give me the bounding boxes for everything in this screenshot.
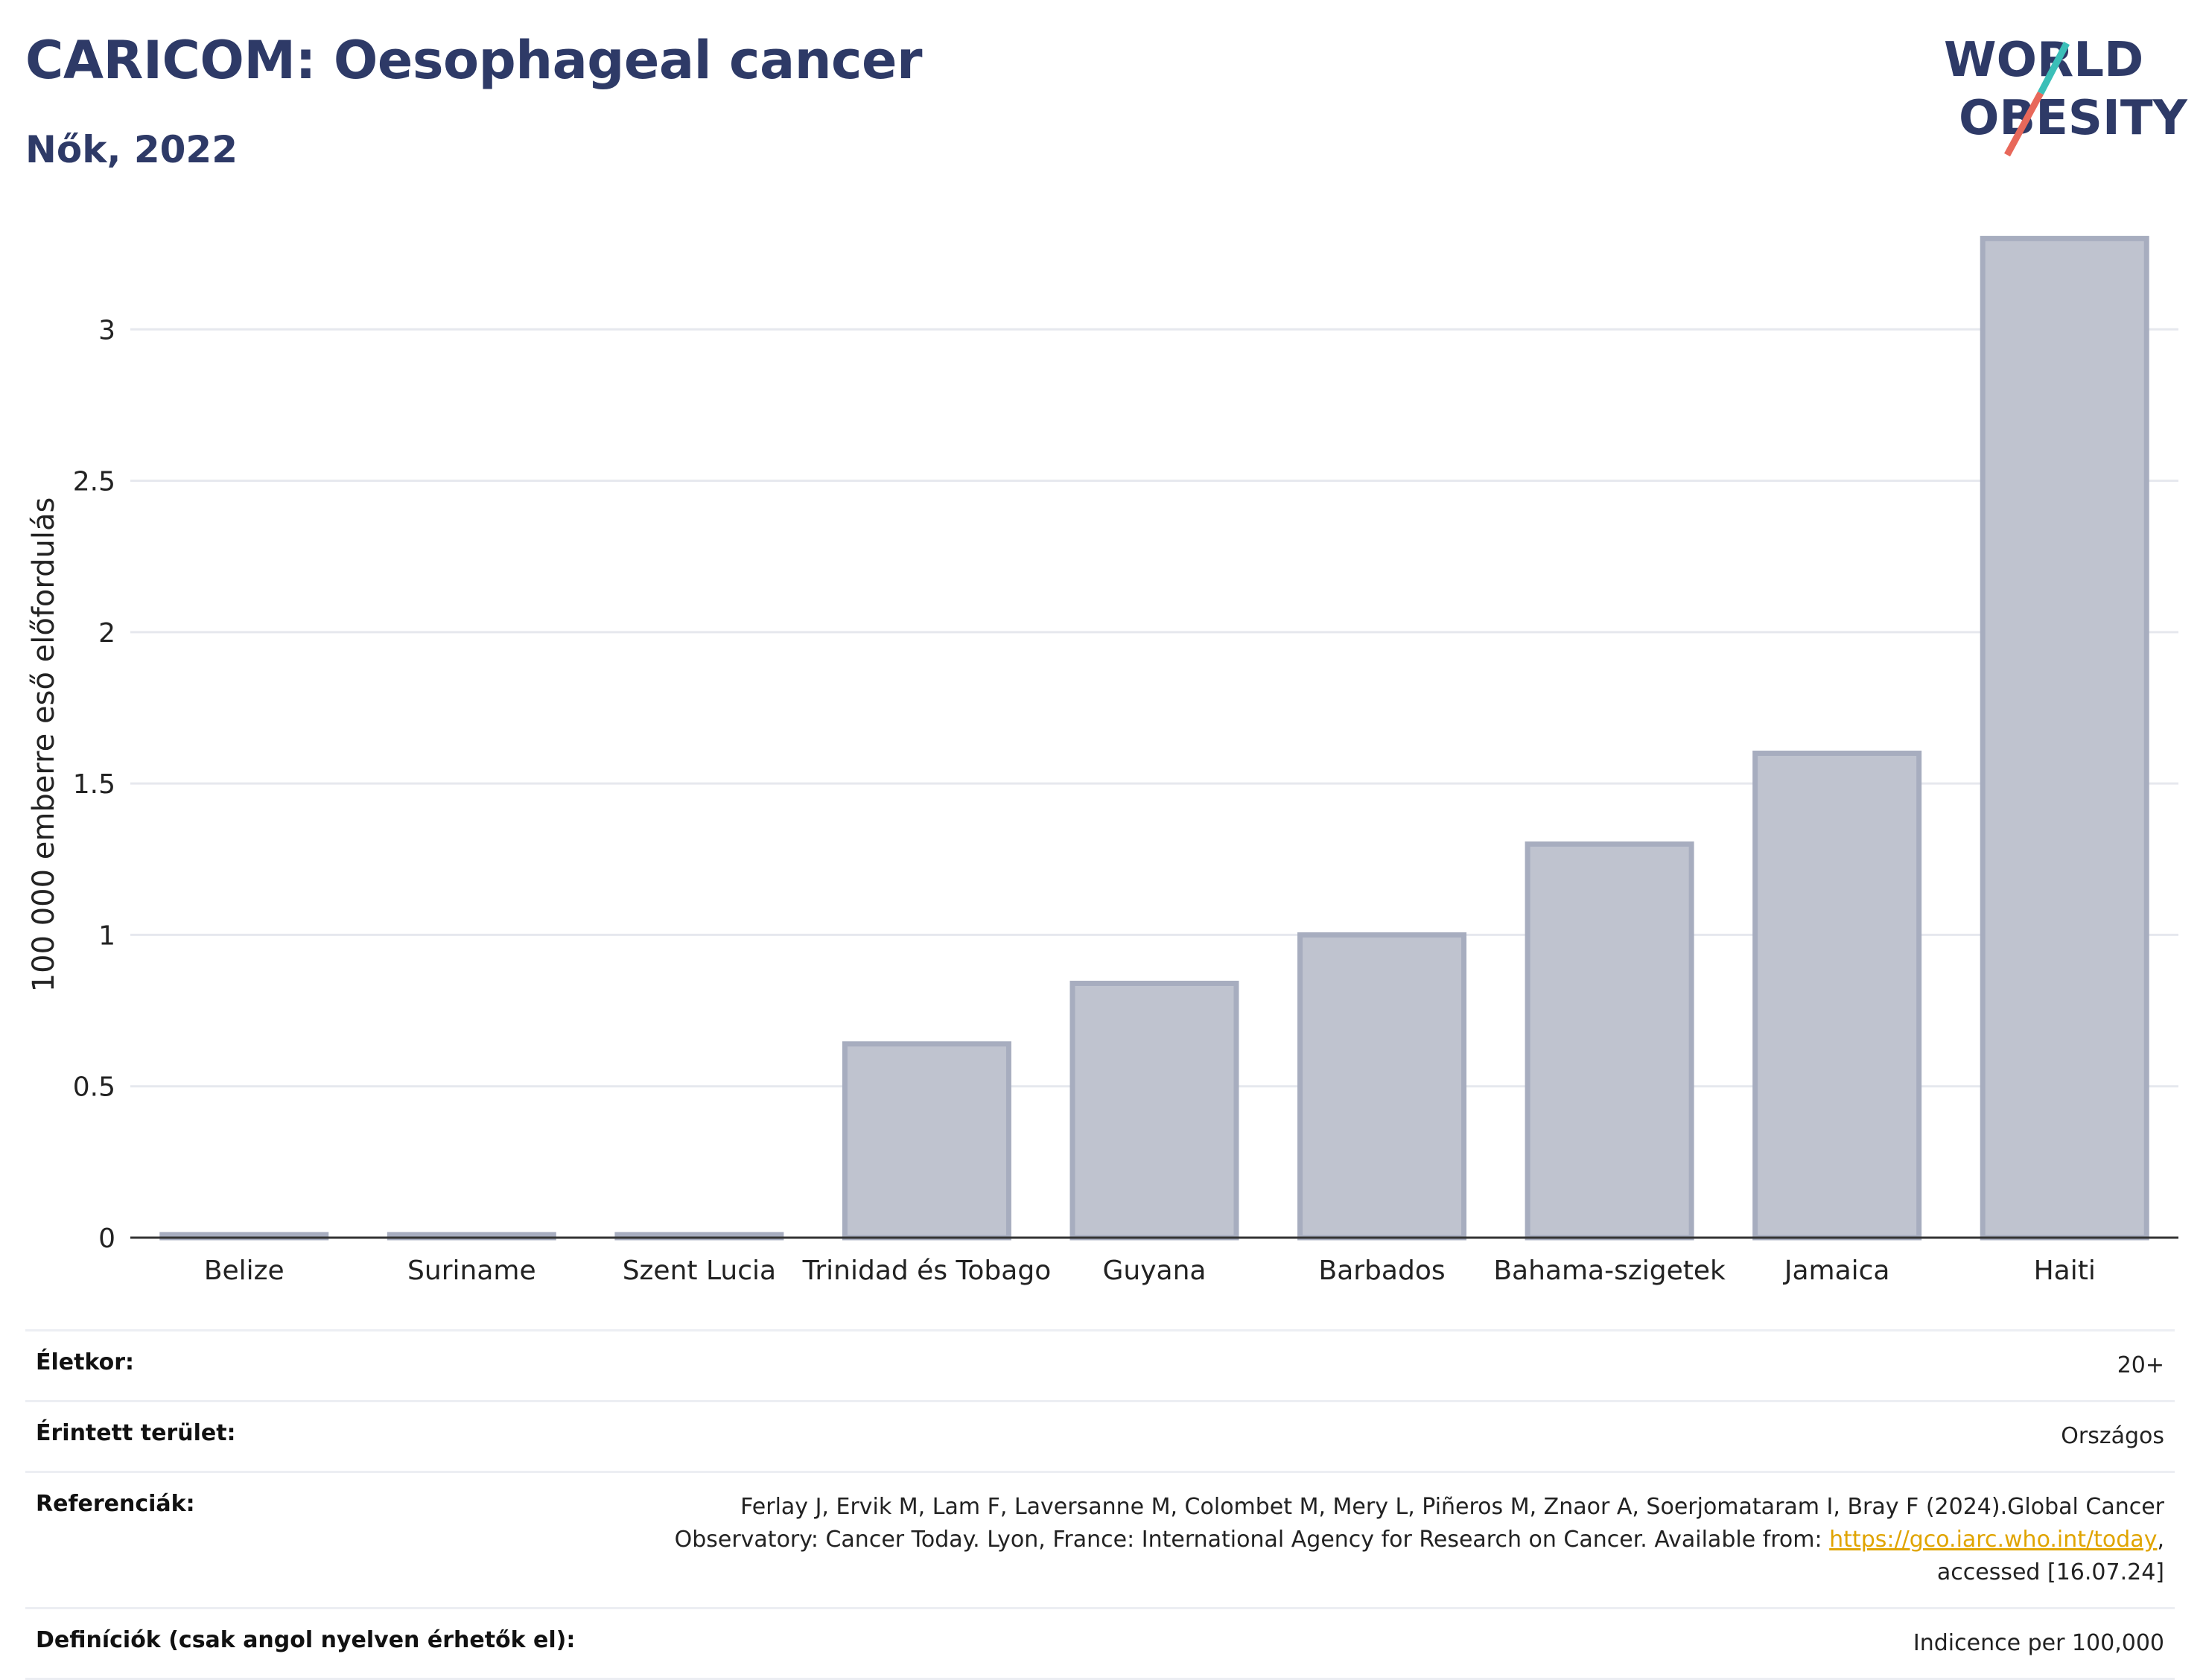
bar xyxy=(1525,841,1694,1241)
bar xyxy=(1980,235,2149,1241)
y-tick-label: 1.5 xyxy=(73,769,115,800)
x-tick-label: Szent Lucia xyxy=(623,1256,776,1286)
bar xyxy=(842,1041,1011,1241)
logo-line1: WORLD xyxy=(1944,33,2143,88)
y-tick-labels: 0 0.5 1 1.5 2 2.5 3 xyxy=(73,315,115,1254)
info-row-area: Érintett terület: Országos xyxy=(25,1400,2175,1471)
definitions-label: Definíciók (csak angol nyelven érhetők e… xyxy=(36,1627,576,1653)
chart-subtitle: Nők, 2022 xyxy=(25,128,238,171)
definitions-value: Indicence per 100,000 xyxy=(1913,1630,2164,1656)
x-tick-label: Trinidad és Tobago xyxy=(802,1256,1052,1286)
info-table: Életkor: 20+ Érintett terület: Országos … xyxy=(25,1329,2175,1680)
x-tick-label: Haiti xyxy=(2034,1256,2096,1286)
x-tick-label: Belize xyxy=(204,1256,284,1286)
age-value: 20+ xyxy=(2117,1352,2164,1378)
x-tick-label: Jamaica xyxy=(1783,1256,1890,1286)
logo-slash-teal xyxy=(2038,41,2070,95)
world-obesity-logo: WORLD OBESITY xyxy=(1944,33,2187,156)
info-row-references: Referenciák: Ferlay J, Ervik M, Lam F, L… xyxy=(25,1471,2175,1607)
y-tick-label: 3 xyxy=(98,315,115,346)
references-link[interactable]: https://gco.iarc.who.int/today xyxy=(1829,1527,2158,1553)
logo-line2: OBESITY xyxy=(1959,91,2187,146)
bars xyxy=(159,235,2149,1241)
bar xyxy=(1297,932,1467,1241)
chart-title: CARICOM: Oesophageal cancer xyxy=(25,30,923,91)
bar xyxy=(1069,980,1239,1241)
y-tick-label: 0.5 xyxy=(73,1072,115,1103)
area-value: Országos xyxy=(2061,1423,2164,1449)
y-axis-label: 100 000 emberre eső előfordulás xyxy=(27,497,61,993)
y-tick-label: 2 xyxy=(98,618,115,649)
logo-slash-red xyxy=(2004,91,2044,156)
bar xyxy=(1752,750,1922,1241)
area-label: Érintett terület: xyxy=(36,1420,236,1446)
x-tick-label: Guyana xyxy=(1103,1256,1207,1286)
info-row-age: Életkor: 20+ xyxy=(25,1329,2175,1400)
x-tick-labels: Belize Suriname Szent Lucia Trinidad és Tob… xyxy=(204,1256,2096,1286)
x-tick-label: Suriname xyxy=(407,1256,536,1286)
x-tick-label: Bahama-szigetek xyxy=(1493,1256,1726,1286)
x-tick-label: Barbados xyxy=(1319,1256,1446,1286)
references-value: Ferlay J, Ervik M, Lam F, Laversanne M, … xyxy=(674,1494,2164,1585)
references-line1: Ferlay J, Ervik M, Lam F, Laversanne M, … xyxy=(740,1494,2164,1520)
y-tick-label: 2.5 xyxy=(73,467,115,497)
age-label: Életkor: xyxy=(36,1349,135,1375)
references-line2: Observatory: Cancer Today. Lyon, France:… xyxy=(674,1527,1822,1553)
info-row-definitions: Definíciók (csak angol nyelven érhetők e… xyxy=(25,1607,2175,1680)
references-line3: accessed [16.07.24] xyxy=(1936,1559,2164,1585)
bar-chart: 0 0.5 1 1.5 2 2.5 3 Belize Suriname Szent Lucia T… xyxy=(27,235,2178,1286)
y-tick-label: 0 xyxy=(98,1224,115,1254)
y-tick-label: 1 xyxy=(98,920,115,951)
references-label: Referenciák: xyxy=(36,1491,195,1517)
